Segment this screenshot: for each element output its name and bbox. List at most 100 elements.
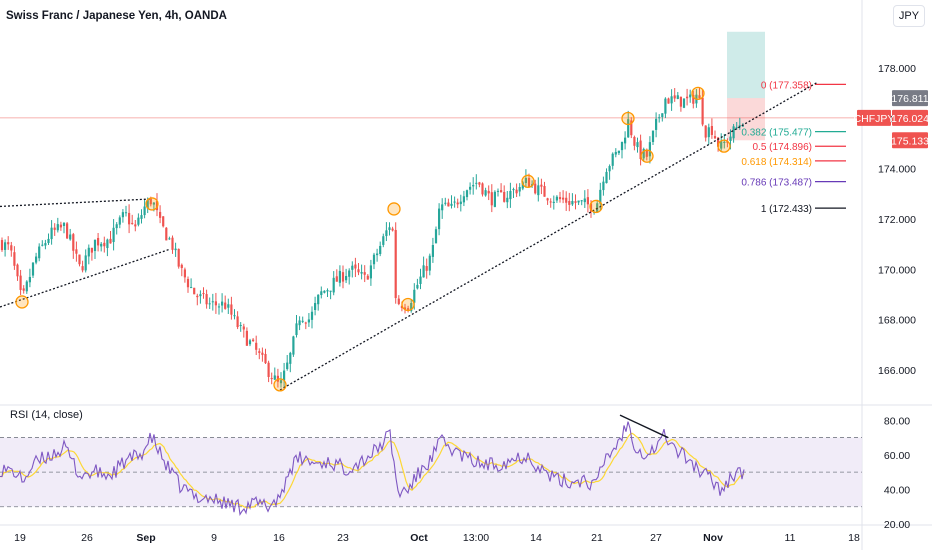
candle-body — [403, 307, 407, 310]
candle-body — [686, 96, 689, 99]
rsi-tick-label: 40.00 — [884, 484, 910, 496]
candle-body — [741, 125, 744, 127]
candle-body — [183, 269, 186, 278]
candle-body — [667, 98, 670, 104]
candle-body — [124, 212, 128, 214]
pivot-markers — [15, 86, 731, 392]
candle-body — [682, 98, 686, 108]
candle-body — [245, 330, 248, 346]
trendlines — [0, 81, 819, 391]
candle-body — [524, 177, 527, 183]
candle-body — [0, 240, 4, 251]
candle-body — [193, 287, 196, 295]
candle-body — [118, 217, 121, 225]
time-tick-label: 23 — [337, 532, 349, 544]
candle-body — [620, 141, 624, 151]
candle-body — [407, 308, 410, 310]
candle-body — [599, 189, 602, 204]
currency-button-label: JPY — [898, 10, 920, 22]
rsi-ma-line — [0, 432, 745, 509]
time-tick-label: Nov — [703, 532, 723, 544]
candle-body — [372, 254, 376, 265]
candle-body — [478, 182, 481, 185]
candle-body — [155, 201, 159, 211]
candle-body — [574, 201, 577, 203]
pivot-circle — [15, 295, 29, 309]
candle-body — [509, 190, 512, 200]
candle-body — [496, 190, 500, 192]
symbol-tag-label: CHFJPY — [854, 113, 895, 125]
candle-body — [689, 94, 692, 98]
candle-body — [648, 142, 651, 157]
candle-body — [75, 249, 78, 254]
candle-body — [363, 272, 366, 275]
fib-level-label: 0.5 (174.896) — [753, 142, 813, 153]
candle-body — [242, 326, 245, 330]
candle-body — [165, 227, 168, 241]
candle-body — [506, 197, 509, 203]
pivot-circle — [387, 202, 401, 216]
candle-body — [354, 264, 357, 269]
candle-body — [385, 230, 388, 237]
candle-body — [171, 237, 174, 250]
candle-body — [87, 247, 90, 257]
candle-body — [732, 126, 735, 139]
candle-body — [720, 141, 723, 149]
candle-body — [348, 270, 351, 277]
candle-body — [230, 304, 233, 315]
candle-body — [93, 239, 97, 252]
candle-body — [267, 362, 270, 377]
candle-body — [670, 96, 673, 104]
candle-body — [4, 242, 7, 250]
candle-body — [568, 201, 571, 205]
candle-body — [472, 185, 475, 187]
time-tick-label: Sep — [136, 532, 155, 544]
candle-body — [72, 234, 75, 251]
time-tick-label: 9 — [211, 532, 217, 544]
candle-body — [692, 95, 695, 104]
candle-body — [425, 266, 428, 271]
candle-body — [630, 120, 633, 136]
price-tag-low-label: 175.133 — [891, 135, 929, 147]
candle-body — [617, 150, 620, 154]
candle-body — [134, 224, 137, 227]
candle-body — [341, 272, 345, 282]
candle-body — [552, 201, 555, 203]
candle-body — [543, 186, 546, 197]
candle-body — [534, 183, 537, 194]
candle-body — [103, 242, 106, 247]
time-tick-label: 16 — [273, 532, 285, 544]
candle-body — [723, 141, 726, 143]
currency-button[interactable]: JPY — [893, 5, 925, 27]
candle-body — [493, 191, 496, 207]
candle-body — [186, 278, 190, 288]
candle-body — [69, 234, 72, 240]
candle-body — [673, 95, 676, 99]
candle-body — [255, 342, 258, 350]
upper-channel-line — [0, 198, 153, 208]
candle-body — [465, 190, 469, 198]
time-tick-label: Oct — [410, 532, 428, 544]
candle-body — [236, 316, 239, 328]
pivot-circle — [589, 199, 603, 214]
candle-body — [28, 276, 31, 283]
candle-body — [224, 302, 227, 309]
candle-body — [304, 322, 307, 324]
candle-body — [410, 302, 413, 311]
candle-body — [549, 201, 552, 203]
time-tick-label: 26 — [81, 532, 93, 544]
candle-body — [38, 246, 41, 259]
candle-body — [233, 315, 236, 317]
candle-body — [500, 190, 503, 193]
candle-body — [10, 245, 13, 251]
candle-body — [422, 265, 425, 278]
candle-body — [298, 320, 301, 326]
candle-body — [252, 339, 255, 341]
candle-body — [431, 245, 434, 257]
candle-body — [131, 222, 134, 224]
candle-body — [484, 190, 487, 196]
candle-body — [738, 125, 741, 127]
candle-body — [475, 182, 478, 184]
pivot-circle — [621, 111, 635, 126]
